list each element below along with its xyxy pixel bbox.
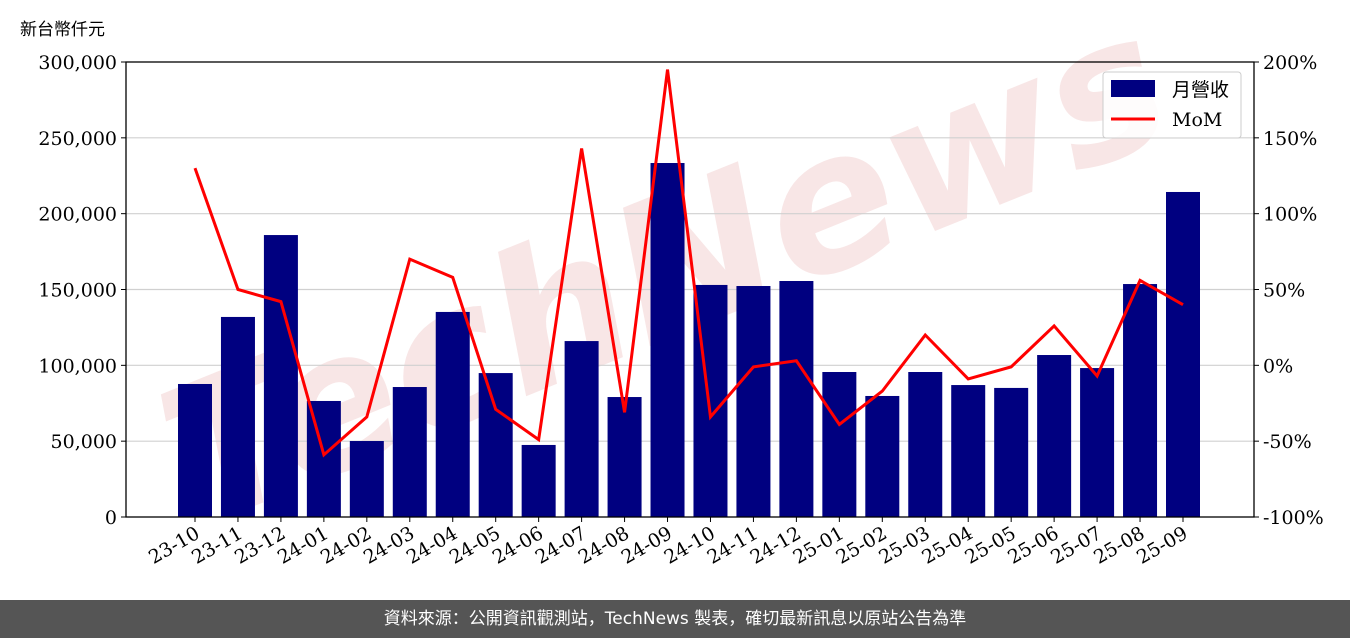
legend-bar-swatch	[1111, 80, 1155, 97]
left-tick-label: 200,000	[38, 204, 117, 226]
plot-frame	[125, 61, 1255, 518]
legend: 月營收 MoM	[1102, 71, 1242, 139]
bar-24-07	[564, 341, 599, 517]
x-tick-label: 25-09	[1133, 522, 1191, 568]
bar-25-04	[951, 385, 986, 517]
bar-24-06	[521, 444, 556, 517]
bar-25-02	[865, 395, 900, 517]
bar-24-09	[650, 163, 685, 517]
bar-24-12	[779, 281, 814, 517]
legend-label-revenue: 月營收	[1172, 79, 1229, 101]
left-tick-label: 100,000	[38, 355, 117, 377]
bar-24-04	[435, 311, 470, 517]
legend-label-mom: MoM	[1172, 109, 1222, 131]
bar-24-01	[306, 400, 341, 517]
right-tick-label: 0%	[1263, 355, 1293, 377]
right-tick-label: 100%	[1263, 204, 1317, 226]
bar-25-03	[908, 372, 943, 517]
left-tick-label: 150,000	[38, 280, 117, 302]
source-footer: 資料來源：公開資訊觀測站，TechNews 製表，確切最新訊息以原站公告為準	[0, 600, 1350, 638]
bar-24-03	[392, 387, 427, 517]
bar-24-02	[349, 441, 384, 517]
mom-line	[193, 69, 1184, 458]
left-tick-label: 0	[105, 507, 117, 529]
bar-23-12	[263, 235, 298, 517]
right-tick-label: -50%	[1263, 431, 1312, 453]
left-axis-unit: 新台幣仟元	[20, 20, 105, 40]
right-tick-label: -100%	[1263, 507, 1324, 529]
bar-24-11	[736, 286, 771, 517]
right-tick-label: 50%	[1263, 280, 1305, 302]
bar-24-08	[607, 397, 642, 517]
right-tick-label: 200%	[1263, 52, 1317, 74]
bar-23-10	[178, 383, 212, 517]
bar-25-06	[1037, 355, 1072, 517]
left-tick-label: 250,000	[38, 128, 117, 150]
bar-25-05	[994, 387, 1029, 517]
left-tick-label: 300,000	[38, 52, 117, 74]
bar-25-01	[822, 372, 857, 517]
right-tick-label: 150%	[1263, 128, 1317, 150]
left-tick-label: 50,000	[51, 431, 117, 453]
bar-24-05	[478, 373, 513, 517]
bar-23-11	[220, 316, 255, 517]
revenue-chart: TechNews050,000100,000150,000200,000250,…	[38, 0, 1324, 570]
bar-25-07	[1080, 368, 1115, 517]
bar-25-09	[1166, 191, 1200, 517]
bar-25-08	[1123, 284, 1158, 517]
